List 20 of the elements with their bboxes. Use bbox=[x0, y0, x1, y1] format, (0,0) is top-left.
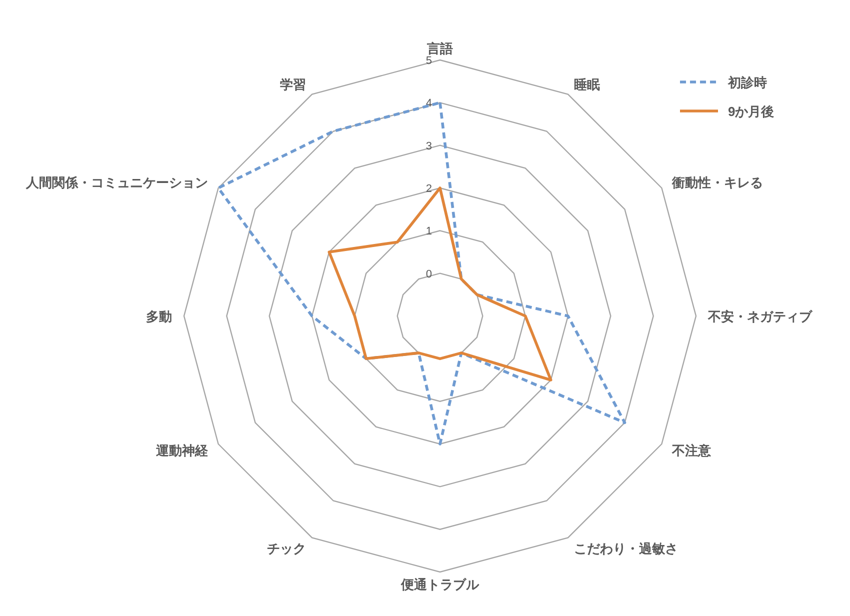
y-tick-label: 0 bbox=[426, 268, 432, 280]
spoke-label: 言語 bbox=[426, 41, 453, 56]
spoke-label: 運動神経 bbox=[154, 442, 209, 458]
spoke-label: 多動 bbox=[146, 309, 172, 324]
spoke-label: こだわり・過敏さ bbox=[574, 541, 678, 556]
y-tick-label: 4 bbox=[426, 98, 432, 110]
spoke-label: 学習 bbox=[280, 76, 306, 92]
spoke-label: 便通トラブル bbox=[400, 576, 480, 592]
y-tick-label: 5 bbox=[426, 55, 432, 67]
spoke-label: 睡眠 bbox=[574, 76, 600, 92]
legend-label: 9か月後 bbox=[728, 104, 774, 119]
legend-label: 初診時 bbox=[727, 75, 767, 90]
y-tick-label: 3 bbox=[426, 140, 432, 152]
spoke-label: チック bbox=[267, 541, 306, 556]
spoke-label: 不注意 bbox=[671, 442, 712, 458]
spoke-label: 不安・ネガティブ bbox=[706, 309, 813, 324]
spoke-label: 衝動性・キレる bbox=[671, 175, 764, 190]
spoke-label: 人間関係・コミュニケーション bbox=[24, 175, 208, 190]
y-tick-label: 2 bbox=[426, 183, 432, 195]
y-tick-label: 1 bbox=[426, 226, 432, 238]
